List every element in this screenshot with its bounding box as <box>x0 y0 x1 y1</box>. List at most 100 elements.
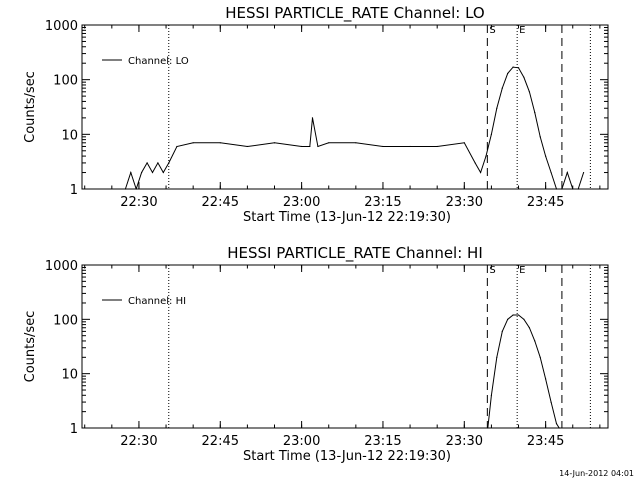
x-tick-label: 22:30 <box>120 195 157 210</box>
data-point <box>309 145 311 148</box>
data-point <box>141 171 143 174</box>
y-tick-label: 100 <box>53 313 78 328</box>
data-point <box>317 145 319 148</box>
series-line <box>124 66 585 189</box>
marker-label-S: S <box>489 25 495 36</box>
data-point <box>528 327 530 329</box>
data-point <box>545 378 547 380</box>
data-point <box>463 142 465 144</box>
data-point <box>496 107 498 109</box>
data-point <box>409 145 411 148</box>
data-point <box>130 171 132 174</box>
x-tick-label: 22:30 <box>120 434 157 449</box>
data-point <box>157 162 159 164</box>
data-point <box>487 427 489 429</box>
data-point <box>539 136 541 138</box>
x-tick-label: 23:15 <box>364 434 401 449</box>
plot-frame <box>81 264 609 429</box>
marker-label-S: S <box>489 265 495 276</box>
y-tick-label: 1 <box>70 422 78 437</box>
data-point <box>501 87 503 89</box>
x-axis-label: Start Time (13-Jun-12 22:19:30) <box>243 449 451 464</box>
data-point <box>490 133 493 135</box>
data-point <box>328 142 330 144</box>
data-point <box>151 171 154 174</box>
data-point <box>558 427 560 429</box>
data-point <box>523 76 525 79</box>
data-point <box>496 356 498 358</box>
data-point <box>219 142 221 144</box>
data-point <box>577 188 579 190</box>
data-point <box>146 162 148 164</box>
plot-frame <box>81 24 609 190</box>
x-axis-label: Start Time (13-Jun-12 22:19:30) <box>243 210 451 225</box>
x-tick-label: 23:45 <box>527 195 564 210</box>
data-point <box>566 171 568 174</box>
data-point <box>273 142 276 144</box>
legend-label: Channel: LO <box>128 56 189 67</box>
data-point <box>135 188 137 190</box>
series-line <box>487 314 560 428</box>
legend-label: Channel: HI <box>128 296 186 307</box>
data-point <box>485 155 487 157</box>
data-point <box>561 188 563 190</box>
data-point <box>311 117 314 119</box>
data-point <box>523 318 525 320</box>
data-point <box>512 314 514 316</box>
y-tick-label: 100 <box>53 74 78 89</box>
timestamp-footer: 14-Jun-2012 04:01 <box>559 469 634 478</box>
marker-label-E: E <box>519 265 525 276</box>
x-tick-label: 23:45 <box>527 434 564 449</box>
chart-panel-1: HESSI PARTICLE_RATE Channel: HI 22:30 22:4… <box>23 244 609 464</box>
marker-label-E: E <box>519 25 525 36</box>
data-point <box>555 423 558 425</box>
y-tick-label: 1000 <box>45 19 78 34</box>
y-tick-label: 1000 <box>45 259 78 274</box>
data-point <box>555 188 558 190</box>
data-point <box>246 145 248 148</box>
x-tick-label: 22:45 <box>202 195 239 210</box>
data-point <box>507 72 509 75</box>
x-tick-label: 23:00 <box>283 434 320 449</box>
data-point <box>479 171 482 174</box>
y-tick-label: 10 <box>61 368 78 383</box>
data-point <box>545 155 547 157</box>
chart-title: HESSI PARTICLE_RATE Channel: LO <box>225 4 484 23</box>
data-point <box>582 171 585 174</box>
data-point <box>528 91 530 93</box>
data-point <box>512 66 514 68</box>
data-point <box>572 188 574 190</box>
chart-panel-0: HESSI PARTICLE_RATE Channel: LO 22:30 22:4… <box>23 4 609 225</box>
x-tick-label: 22:45 <box>202 434 239 449</box>
data-point <box>176 145 178 148</box>
data-point <box>501 330 503 332</box>
data-point <box>162 171 164 174</box>
data-point <box>168 162 170 164</box>
y-axis-label: Counts/sec <box>23 71 38 143</box>
data-point <box>474 162 476 164</box>
data-point <box>124 188 126 190</box>
data-point <box>550 171 552 174</box>
x-tick-label: 23:30 <box>446 195 483 210</box>
data-point <box>534 111 536 114</box>
data-point <box>355 142 357 144</box>
data-point <box>507 318 509 320</box>
y-tick-label: 10 <box>61 128 78 143</box>
data-point <box>192 142 194 144</box>
y-tick-label: 1 <box>70 183 78 198</box>
data-point <box>301 145 303 148</box>
data-point <box>550 401 552 403</box>
data-point <box>490 394 493 396</box>
y-axis-label: Counts/sec <box>23 311 38 383</box>
x-tick-label: 23:00 <box>283 195 320 210</box>
x-tick-label: 23:30 <box>446 434 483 449</box>
x-tick-label: 23:15 <box>364 195 401 210</box>
data-point <box>436 145 438 148</box>
data-point <box>517 314 520 316</box>
data-point <box>517 67 520 69</box>
data-point <box>534 340 536 342</box>
chart-title: HESSI PARTICLE_RATE Channel: HI <box>227 244 483 263</box>
data-point <box>539 356 541 358</box>
data-point <box>382 145 384 148</box>
